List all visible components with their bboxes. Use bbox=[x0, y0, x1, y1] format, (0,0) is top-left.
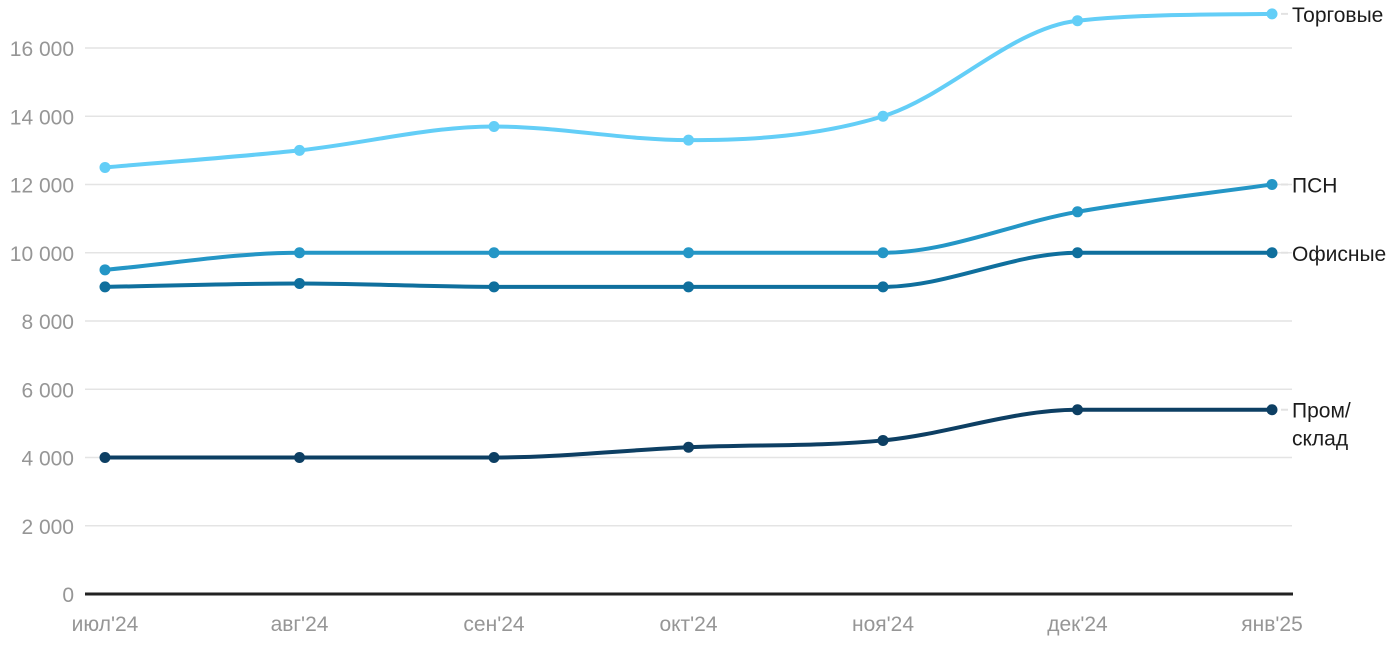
y-tick-label-8000: 8 000 bbox=[21, 311, 74, 334]
y-tick-label-0: 0 bbox=[62, 584, 74, 607]
x-tick-label-5: дек'24 bbox=[1047, 613, 1108, 636]
data-point-torgovye-2[interactable] bbox=[488, 120, 500, 132]
data-point-torgovye-4[interactable] bbox=[877, 110, 889, 122]
data-point-torgovye-0[interactable] bbox=[99, 161, 111, 173]
series-label-psn: ПСН bbox=[1292, 175, 1337, 198]
y-tick-label-10000: 10 000 bbox=[10, 243, 74, 266]
data-point-torgovye-1[interactable] bbox=[294, 144, 305, 156]
data-point-prom-sklad-3[interactable] bbox=[683, 441, 694, 453]
data-point-prom-sklad-6[interactable] bbox=[1266, 404, 1278, 416]
x-tick-label-4: ноя'24 bbox=[852, 613, 914, 636]
x-tick-label-1: авг'24 bbox=[271, 613, 329, 636]
data-point-ofisnye-6[interactable] bbox=[1266, 247, 1278, 259]
data-point-torgovye-6[interactable] bbox=[1266, 8, 1278, 20]
data-point-prom-sklad-1[interactable] bbox=[294, 452, 305, 463]
data-point-psn-1[interactable] bbox=[294, 247, 305, 259]
x-tick-label-2: сен'24 bbox=[463, 613, 524, 636]
y-tick-label-16000: 16 000 bbox=[10, 38, 74, 61]
data-point-psn-2[interactable] bbox=[488, 247, 500, 259]
y-tick-label-4000: 4 000 bbox=[21, 448, 74, 471]
data-point-torgovye-5[interactable] bbox=[1072, 15, 1083, 27]
data-point-prom-sklad-4[interactable] bbox=[877, 434, 889, 446]
x-tick-label-0: июл'24 bbox=[72, 613, 139, 636]
data-point-torgovye-3[interactable] bbox=[683, 134, 694, 146]
data-point-ofisnye-3[interactable] bbox=[683, 281, 694, 293]
data-point-ofisnye-2[interactable] bbox=[488, 281, 500, 293]
data-point-psn-4[interactable] bbox=[877, 247, 889, 259]
data-point-psn-0[interactable] bbox=[99, 264, 111, 276]
y-tick-label-6000: 6 000 bbox=[21, 379, 74, 402]
series-label-prom-sklad-line2: склад bbox=[1292, 428, 1348, 451]
data-point-ofisnye-1[interactable] bbox=[294, 277, 305, 289]
data-point-prom-sklad-2[interactable] bbox=[488, 452, 500, 463]
data-point-prom-sklad-0[interactable] bbox=[99, 452, 111, 463]
series-label-ofisnye: Офисные bbox=[1292, 243, 1386, 266]
data-point-ofisnye-5[interactable] bbox=[1072, 247, 1083, 259]
data-point-ofisnye-4[interactable] bbox=[877, 281, 889, 293]
y-tick-label-14000: 14 000 bbox=[10, 106, 74, 129]
x-tick-label-6: янв'25 bbox=[1241, 613, 1303, 636]
data-point-psn-3[interactable] bbox=[683, 247, 694, 259]
data-point-ofisnye-0[interactable] bbox=[99, 281, 111, 293]
series-label-prom-sklad: Пром/ bbox=[1292, 400, 1351, 423]
y-tick-label-2000: 2 000 bbox=[21, 516, 74, 539]
x-tick-label-3: окт'24 bbox=[659, 613, 717, 636]
data-point-psn-6[interactable] bbox=[1266, 179, 1278, 190]
series-label-torgovye: Торговые bbox=[1292, 4, 1383, 27]
data-point-prom-sklad-5[interactable] bbox=[1072, 404, 1083, 416]
data-point-psn-5[interactable] bbox=[1072, 206, 1083, 218]
y-tick-label-12000: 12 000 bbox=[10, 175, 74, 198]
